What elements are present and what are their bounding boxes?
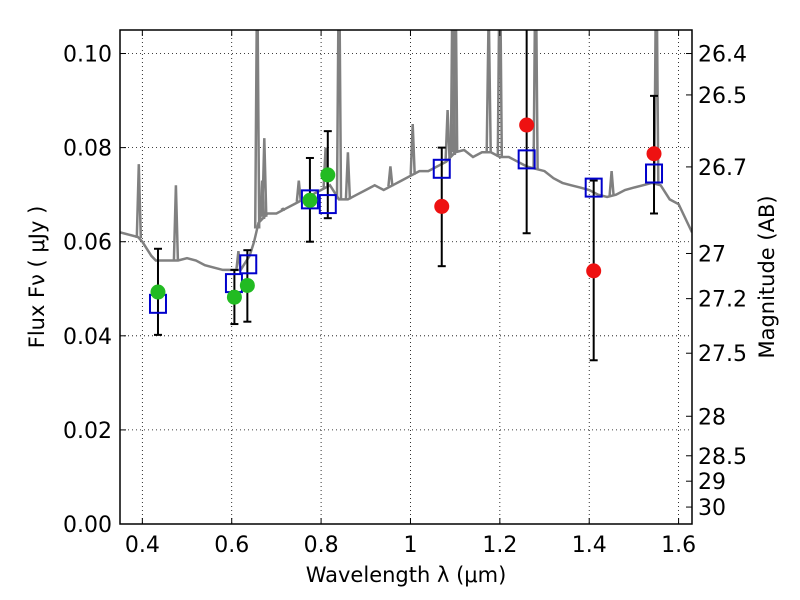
emission-line xyxy=(451,30,459,153)
y-axis-label: Flux Fν ( μJy ) xyxy=(25,206,49,349)
emission-line xyxy=(409,124,416,175)
emission-line xyxy=(485,30,492,153)
observed-optical-marker xyxy=(226,289,242,305)
model-photometry-marker xyxy=(584,177,603,198)
x-tick-label: 0.6 xyxy=(214,533,249,558)
magnitude-tick-label: 29 xyxy=(698,470,726,495)
x-axis: 0.4 0.6 0.8 1 1.2 1.4 1.6 xyxy=(125,30,696,558)
observed-optical-marker xyxy=(150,284,166,300)
emission-line xyxy=(608,170,615,196)
observed-optical-marker xyxy=(320,167,336,183)
emission-line xyxy=(261,138,268,217)
x-axis-label: Wavelength λ (μm) xyxy=(306,563,507,587)
plot-frame xyxy=(119,29,693,525)
emission-line xyxy=(172,185,180,261)
emission-line xyxy=(295,180,303,202)
observed-nir-marker xyxy=(586,263,602,279)
y-tick-label: 0.02 xyxy=(63,419,112,444)
emission-line xyxy=(496,30,504,158)
y-tick-label: 0.04 xyxy=(63,325,112,350)
y-axis: 0.00 0.02 0.04 0.06 0.08 0.10 xyxy=(63,43,126,538)
magnitude-tick-label: 26.5 xyxy=(698,84,747,109)
emission-line xyxy=(444,109,451,161)
emission-line xyxy=(344,152,352,200)
y-tick-label: 0.08 xyxy=(63,137,112,162)
x-tick-label: 1 xyxy=(403,533,417,558)
magnitude-tick-label: 28.5 xyxy=(698,445,747,470)
emission-line xyxy=(280,207,286,212)
y-tick-label: 0.00 xyxy=(63,513,112,538)
observed-optical-marker xyxy=(302,192,318,208)
magnitude-tick-label: 26.7 xyxy=(698,156,747,181)
emission-line xyxy=(387,166,394,187)
emission-line xyxy=(135,164,143,239)
observed-nir-marker xyxy=(519,117,535,133)
x-tick-label: 0.4 xyxy=(125,533,160,558)
magnitude-tick-label: 27.5 xyxy=(698,342,747,367)
model-photometry-marker xyxy=(318,194,337,215)
model-photometry-marker xyxy=(300,189,319,210)
observed-nir-marker xyxy=(434,198,450,214)
x-tick-label: 1.2 xyxy=(482,533,517,558)
model-spectrum-line xyxy=(120,148,692,272)
y-tick-label: 0.10 xyxy=(63,43,112,68)
model-photometry-marker xyxy=(645,163,664,184)
x-tick-label: 1.4 xyxy=(572,533,607,558)
emission-line xyxy=(253,30,261,229)
model-photometry-marker xyxy=(239,254,258,275)
model-photometry-marker xyxy=(432,158,451,179)
emission-line xyxy=(335,30,343,200)
observed-nir-marker xyxy=(646,146,662,162)
magnitude-tick-label: 27.2 xyxy=(698,288,747,313)
emission-line xyxy=(532,30,539,169)
x-tick-label: 1.6 xyxy=(661,533,696,558)
magnitude-tick-label: 27 xyxy=(698,242,726,267)
magnitude-tick-label: 28 xyxy=(698,405,726,430)
x-tick-label: 0.8 xyxy=(304,533,339,558)
plot-background xyxy=(120,30,692,524)
markers xyxy=(148,117,664,314)
magnitude-tick-label: 30 xyxy=(698,496,726,521)
magnitude-axis-label: Magnitude (AB) xyxy=(755,195,779,358)
emission-line xyxy=(449,124,456,156)
magnitude-tick-label: 26.4 xyxy=(698,43,747,68)
y-tick-label: 0.06 xyxy=(63,231,112,256)
observed-optical-marker xyxy=(239,277,255,293)
model-photometry-marker xyxy=(517,149,536,170)
